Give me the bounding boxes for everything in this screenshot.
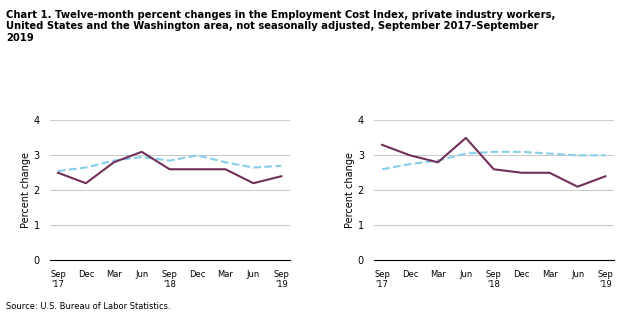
Washington wages and salaries xyxy=(574,185,581,189)
Text: Source: U.S. Bureau of Labor Statistics.: Source: U.S. Bureau of Labor Statistics. xyxy=(6,302,171,311)
Text: Chart 1. Twelve-month percent changes in the Employment Cost Index, private indu: Chart 1. Twelve-month percent changes in… xyxy=(6,10,556,43)
United States wages and salaries xyxy=(518,150,525,154)
United States total compensation xyxy=(138,155,146,159)
Washington total compensation xyxy=(222,167,229,171)
United States wages and salaries xyxy=(546,152,553,156)
United States total compensation xyxy=(166,159,174,163)
United States wages and salaries xyxy=(490,150,497,154)
Washington total compensation xyxy=(82,181,90,185)
Line: Washington total compensation: Washington total compensation xyxy=(58,152,281,183)
United States wages and salaries xyxy=(406,162,414,166)
United States total compensation xyxy=(55,169,62,173)
United States total compensation xyxy=(278,164,285,168)
Line: United States wages and salaries: United States wages and salaries xyxy=(382,152,605,169)
Washington total compensation xyxy=(110,160,118,164)
United States total compensation xyxy=(194,153,202,157)
United States wages and salaries xyxy=(462,152,469,156)
United States wages and salaries xyxy=(601,153,609,157)
United States wages and salaries xyxy=(434,159,441,163)
Washington wages and salaries xyxy=(490,167,497,171)
Y-axis label: Percent change: Percent change xyxy=(21,152,31,228)
United States total compensation xyxy=(250,165,257,169)
Washington wages and salaries xyxy=(406,153,414,157)
United States wages and salaries xyxy=(574,153,581,157)
United States total compensation xyxy=(82,165,90,169)
Washington wages and salaries xyxy=(462,136,469,140)
United States total compensation xyxy=(110,159,118,163)
Washington total compensation xyxy=(166,167,174,171)
Washington wages and salaries xyxy=(518,171,525,175)
United States total compensation xyxy=(222,160,229,164)
Washington wages and salaries xyxy=(546,171,553,175)
Line: Washington wages and salaries: Washington wages and salaries xyxy=(382,138,605,187)
Washington total compensation xyxy=(138,150,146,154)
Washington total compensation xyxy=(55,171,62,175)
Washington total compensation xyxy=(278,174,285,178)
Washington wages and salaries xyxy=(434,160,441,164)
United States wages and salaries xyxy=(378,167,386,171)
Y-axis label: Percent change: Percent change xyxy=(345,152,355,228)
Line: United States total compensation: United States total compensation xyxy=(58,155,281,171)
Washington total compensation xyxy=(194,167,202,171)
Washington wages and salaries xyxy=(601,174,609,178)
Washington wages and salaries xyxy=(378,143,386,147)
Washington total compensation xyxy=(250,181,257,185)
